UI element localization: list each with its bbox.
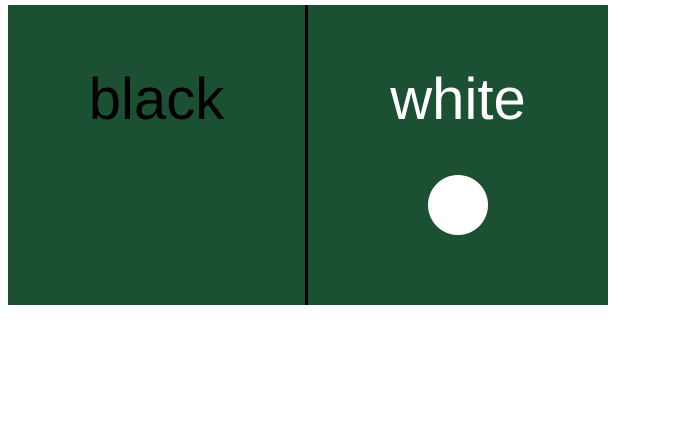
game-board: black white: [8, 5, 608, 305]
black-panel[interactable]: black: [8, 5, 308, 305]
white-piece-icon: [428, 175, 488, 235]
white-label: white: [390, 67, 526, 132]
black-label: black: [88, 67, 225, 132]
white-panel[interactable]: white: [308, 5, 608, 305]
